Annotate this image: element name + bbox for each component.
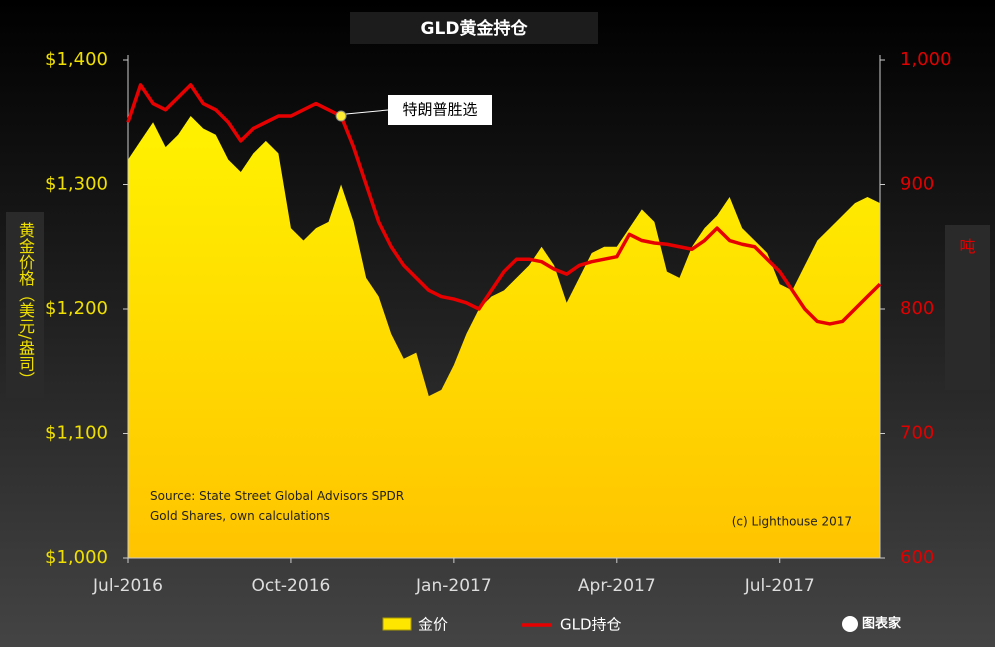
annotation-leader (346, 109, 389, 115)
legend-swatch (382, 617, 412, 631)
y-tick-label: $1,100 (45, 423, 108, 444)
logo: 图表家 (862, 616, 902, 632)
gld-line (126, 83, 882, 326)
copyright: (c) Lighthouse 2017 (732, 515, 852, 529)
y2-tick-label: 800 (900, 298, 934, 319)
gold-area (128, 116, 880, 559)
x-tick-label: Apr-2017 (578, 576, 656, 596)
y-axis-label: 黄金价格（美元/盎司） (6, 212, 44, 398)
y-tick-label: $1,200 (45, 298, 108, 319)
x-tick-label: Jan-2017 (415, 576, 492, 596)
source-line: Source: State Street Global Advisors SPD… (150, 489, 404, 503)
source-note: Source: State Street Global Advisors SPD… (150, 489, 404, 523)
y2-axis-label: 吨 (945, 225, 990, 390)
annotation-dot (335, 110, 347, 122)
y-tick-label: $1,400 (45, 49, 108, 70)
y-tick-label: $1,300 (45, 174, 108, 195)
title-box (350, 12, 598, 44)
y2-tick-label: 1,000 (900, 49, 952, 70)
annotation-box (388, 95, 492, 125)
legend-label: GLD持仓 (560, 616, 622, 634)
chart-title: GLD黄金持仓 (421, 18, 529, 39)
annotation-text: 特朗普胜选 (402, 101, 477, 119)
x-tick-label: Jul-2017 (744, 576, 815, 596)
y2-tick-label: 900 (900, 174, 934, 195)
x-tick-label: Jul-2016 (92, 576, 163, 596)
y-tick-label: $1,000 (45, 547, 108, 568)
source-line: Gold Shares, own calculations (150, 509, 330, 523)
y2-tick-label: 600 (900, 547, 934, 568)
y2-tick-label: 700 (900, 423, 934, 444)
x-tick-label: Oct-2016 (252, 576, 331, 596)
logo-icon (842, 616, 858, 632)
legend-label: 金价 (418, 616, 448, 634)
